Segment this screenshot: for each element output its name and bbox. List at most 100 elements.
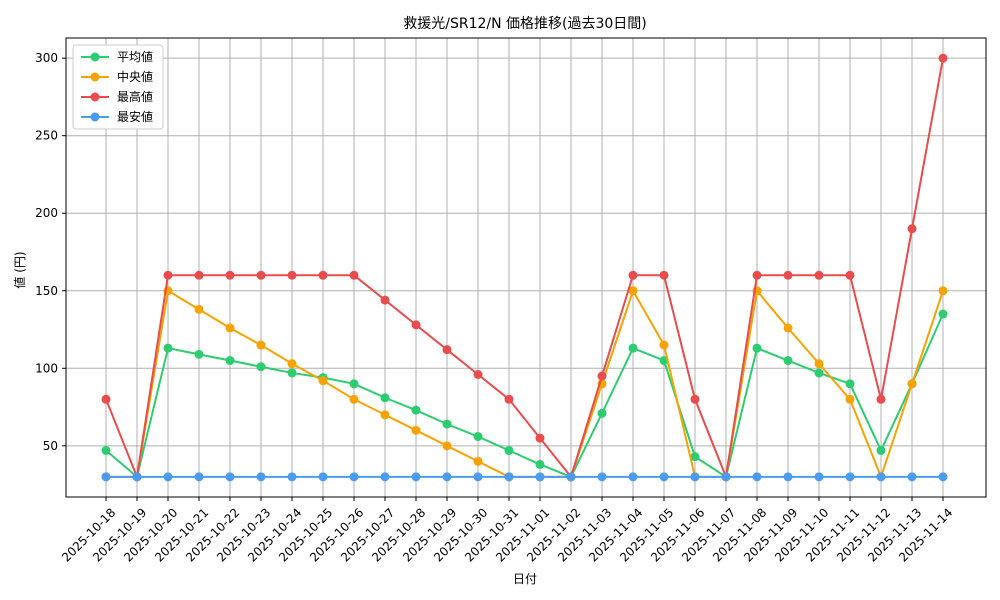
data-point (380, 295, 390, 305)
data-point (101, 394, 111, 404)
data-point (845, 270, 855, 280)
data-point (194, 349, 204, 359)
data-point (690, 394, 700, 404)
data-point (380, 472, 390, 482)
data-point (318, 472, 328, 482)
grid (66, 38, 986, 497)
data-point (163, 343, 173, 353)
legend-label: 最高値 (117, 89, 153, 104)
data-point (597, 472, 607, 482)
data-point (411, 320, 421, 330)
data-point (876, 394, 886, 404)
data-point (597, 371, 607, 381)
legend-item: 平均値 (81, 49, 153, 64)
data-point (938, 472, 948, 482)
data-point (380, 393, 390, 403)
data-point (845, 394, 855, 404)
data-point (442, 441, 452, 451)
data-point (411, 405, 421, 415)
data-point (628, 472, 638, 482)
data-point (256, 340, 266, 350)
data-point (504, 394, 514, 404)
data-point (628, 343, 638, 353)
data-point (783, 323, 793, 333)
data-point (535, 459, 545, 469)
data-point (907, 224, 917, 234)
y-tick-label: 100 (35, 361, 58, 375)
data-point (287, 270, 297, 280)
data-point (194, 472, 204, 482)
plot-frame (65, 37, 987, 498)
data-point (845, 379, 855, 389)
x-axis-label: 日付 (513, 572, 537, 586)
data-point (938, 286, 948, 296)
data-point (752, 343, 762, 353)
data-point (163, 472, 173, 482)
legend-item: 最安値 (81, 109, 153, 124)
data-point (256, 472, 266, 482)
y-axis-label: 値 (円) (12, 251, 27, 288)
y-tick-label: 50 (43, 439, 58, 453)
data-point (349, 394, 359, 404)
series-line (105, 313, 944, 479)
data-point (132, 472, 142, 482)
data-point (473, 369, 483, 379)
data-point (194, 304, 204, 314)
series-最高値 (101, 53, 948, 482)
data-point (194, 270, 204, 280)
data-point (659, 270, 669, 280)
series-layer (101, 53, 948, 482)
data-point (690, 452, 700, 462)
data-point (814, 359, 824, 369)
data-point (411, 425, 421, 435)
y-tick-label: 250 (35, 129, 58, 143)
series-line (105, 57, 944, 481)
data-point (442, 472, 452, 482)
data-point (938, 53, 948, 63)
data-point (535, 472, 545, 482)
data-point (628, 270, 638, 280)
data-point (752, 270, 762, 280)
data-point (256, 362, 266, 372)
data-point (349, 270, 359, 280)
data-point (411, 472, 421, 482)
data-point (101, 445, 111, 455)
legend-marker (90, 92, 100, 102)
series-平均値 (101, 309, 948, 482)
data-point (783, 472, 793, 482)
data-point (628, 286, 638, 296)
legend-marker (90, 72, 100, 82)
data-point (318, 376, 328, 386)
data-point (287, 368, 297, 378)
data-point (504, 472, 514, 482)
data-point (566, 472, 576, 482)
data-point (876, 472, 886, 482)
data-point (659, 472, 669, 482)
data-point (907, 472, 917, 482)
data-point (752, 472, 762, 482)
legend-label: 平均値 (117, 49, 153, 64)
data-point (349, 472, 359, 482)
y-tick-label: 200 (35, 206, 58, 220)
data-point (814, 270, 824, 280)
data-point (721, 472, 731, 482)
data-point (659, 340, 669, 350)
y-tick-label: 150 (35, 284, 58, 298)
data-point (814, 472, 824, 482)
data-point (225, 270, 235, 280)
data-point (597, 408, 607, 418)
data-point (287, 472, 297, 482)
series-中央値 (101, 286, 948, 482)
data-point (225, 356, 235, 366)
legend-box (72, 44, 164, 130)
data-point (287, 359, 297, 369)
data-point (225, 472, 235, 482)
data-point (504, 445, 514, 455)
legend-label: 最安値 (117, 109, 153, 124)
data-point (473, 456, 483, 466)
data-point (101, 472, 111, 482)
chart-title: 救援光/SR12/N 価格推移(過去30日間) (403, 16, 647, 32)
data-point (442, 345, 452, 355)
